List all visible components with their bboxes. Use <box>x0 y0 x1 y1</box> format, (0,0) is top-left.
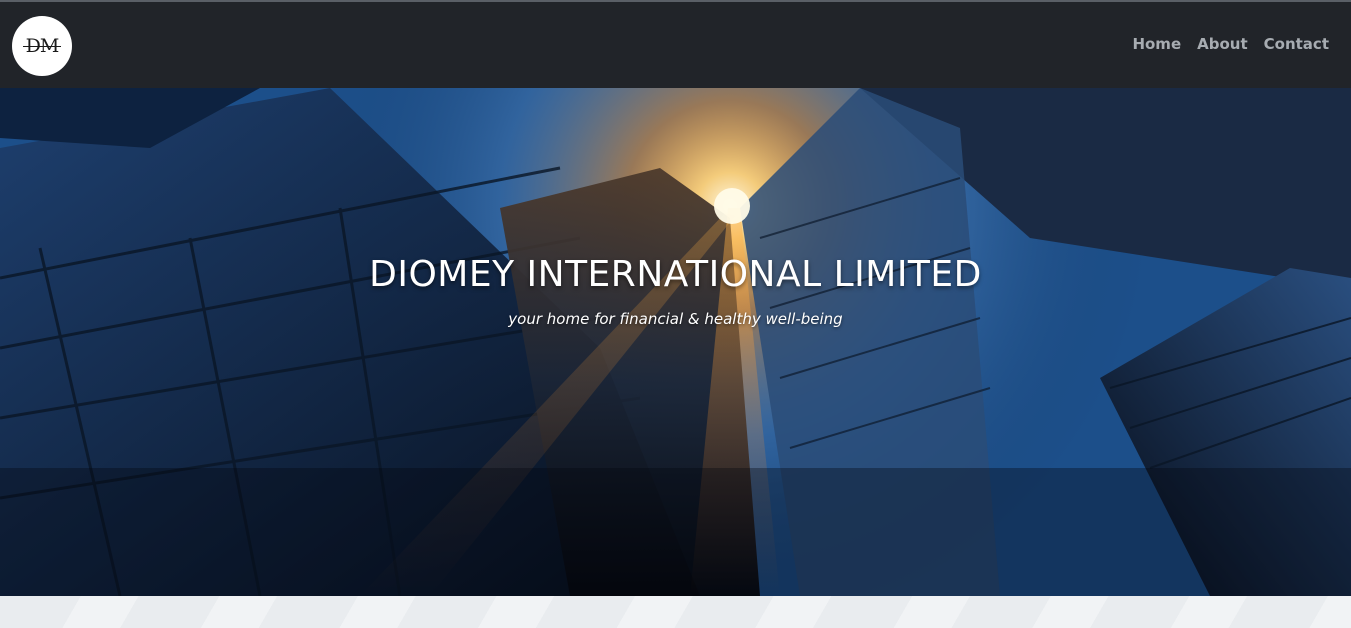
hero-tagline: your home for financial & healthy well-b… <box>508 310 843 328</box>
nav-about-link[interactable]: About <box>1197 35 1248 53</box>
logo-text: DM <box>22 35 62 57</box>
top-border <box>0 0 1351 2</box>
nav-home-link[interactable]: Home <box>1132 35 1182 53</box>
hero-section: DIOMEY INTERNATIONAL LIMITED your home f… <box>0 88 1351 596</box>
logo[interactable]: DM <box>12 16 72 76</box>
nav-contact-link[interactable]: Contact <box>1263 35 1329 53</box>
hero-title: DIOMEY INTERNATIONAL LIMITED <box>369 254 982 295</box>
nav-links: Home About Contact <box>1132 35 1329 53</box>
bottom-section-strip <box>0 596 1351 628</box>
city-skyscrapers-sunburst-image <box>0 88 1351 596</box>
navbar: DM Home About Contact <box>0 2 1351 88</box>
